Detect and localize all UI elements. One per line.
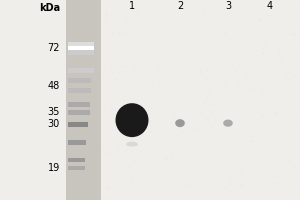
Ellipse shape bbox=[116, 103, 148, 137]
Bar bbox=[68, 110, 89, 115]
Text: 3: 3 bbox=[225, 1, 231, 11]
FancyBboxPatch shape bbox=[66, 0, 100, 200]
Text: 19: 19 bbox=[48, 163, 60, 173]
Text: 48: 48 bbox=[48, 81, 60, 91]
Bar bbox=[68, 88, 91, 93]
Text: 4: 4 bbox=[267, 1, 273, 11]
Ellipse shape bbox=[223, 120, 233, 127]
Bar bbox=[68, 42, 94, 47]
Ellipse shape bbox=[175, 119, 185, 127]
Text: 35: 35 bbox=[48, 107, 60, 117]
Bar bbox=[68, 102, 89, 107]
Bar bbox=[68, 50, 94, 55]
Text: 2: 2 bbox=[177, 1, 183, 11]
Bar bbox=[68, 46, 94, 51]
Bar bbox=[68, 158, 85, 162]
Ellipse shape bbox=[126, 142, 138, 147]
Bar bbox=[68, 140, 86, 145]
Text: 30: 30 bbox=[48, 119, 60, 129]
Text: kDa: kDa bbox=[39, 3, 60, 13]
Bar bbox=[68, 166, 85, 170]
Text: 1: 1 bbox=[129, 1, 135, 11]
Text: 72: 72 bbox=[47, 43, 60, 53]
Bar bbox=[68, 122, 88, 127]
Bar bbox=[68, 78, 91, 83]
Bar bbox=[68, 68, 94, 73]
